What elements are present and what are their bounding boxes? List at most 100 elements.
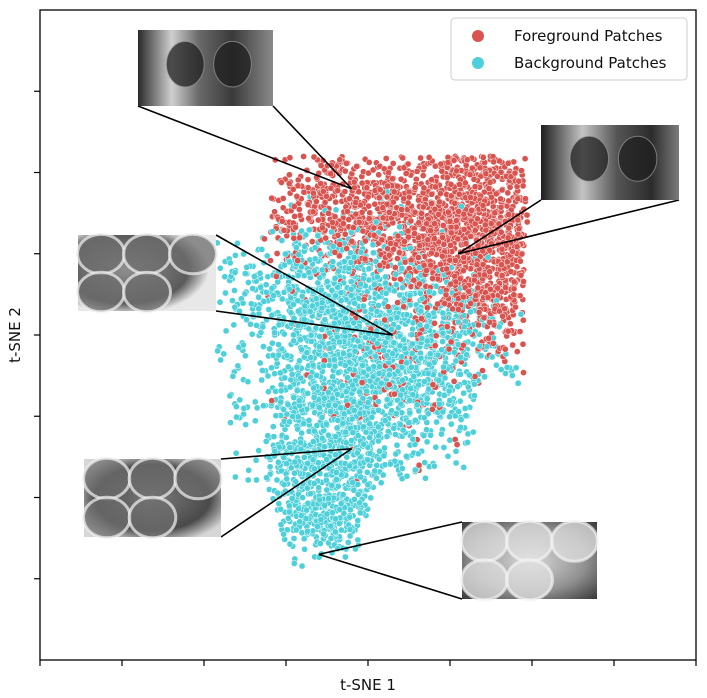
background-point <box>417 354 425 362</box>
background-point <box>304 390 312 397</box>
background-point <box>229 297 236 304</box>
foreground-point <box>510 278 518 286</box>
background-point <box>399 376 406 384</box>
background-point <box>317 250 324 258</box>
foreground-point <box>286 154 294 162</box>
foreground-point <box>484 294 492 301</box>
background-point <box>236 396 244 404</box>
foreground-point <box>285 180 293 187</box>
background-point <box>347 292 355 299</box>
y-axis-label: t-SNE 2 <box>6 307 24 363</box>
background-point <box>440 391 448 399</box>
foreground-point <box>472 249 479 257</box>
foreground-point <box>454 306 462 313</box>
foreground-point <box>497 203 505 211</box>
foreground-point <box>448 229 455 237</box>
background-point <box>400 336 407 344</box>
background-point <box>320 530 327 538</box>
foreground-point <box>520 278 527 285</box>
foreground-point <box>404 160 412 168</box>
background-point <box>277 521 285 528</box>
foreground-point <box>460 267 467 275</box>
background-point <box>452 447 460 455</box>
background-point <box>470 380 478 388</box>
background-point <box>417 289 424 297</box>
background-point <box>231 287 238 294</box>
background-point <box>340 350 347 357</box>
background-point <box>280 481 288 489</box>
background-point <box>343 453 351 461</box>
foreground-point <box>480 314 488 322</box>
background-point <box>233 413 240 421</box>
patch-thumbnail-background-lower-left <box>82 456 223 540</box>
foreground-point <box>428 249 435 257</box>
background-point <box>439 408 447 416</box>
background-point <box>327 522 335 530</box>
background-point <box>382 290 390 297</box>
foreground-point <box>402 170 410 177</box>
foreground-point <box>419 203 427 211</box>
background-point <box>397 391 404 399</box>
foreground-point <box>407 256 415 264</box>
background-point <box>316 333 323 340</box>
foreground-point <box>431 319 438 327</box>
legend-marker-background <box>472 57 484 69</box>
background-point <box>289 412 297 420</box>
foreground-point <box>486 179 494 186</box>
background-point <box>293 244 300 251</box>
foreground-point <box>272 273 280 280</box>
foreground-point <box>429 275 436 282</box>
foreground-point <box>322 234 330 242</box>
background-point <box>349 429 357 436</box>
background-point <box>303 484 311 492</box>
background-point <box>360 302 367 310</box>
foreground-point <box>521 155 529 163</box>
background-point <box>263 252 271 260</box>
foreground-point <box>417 154 424 162</box>
background-point <box>300 535 308 543</box>
foreground-point <box>453 441 461 448</box>
background-point <box>262 438 270 445</box>
background-point <box>281 374 289 382</box>
foreground-point <box>379 204 387 212</box>
foreground-point <box>320 187 327 195</box>
background-point <box>256 359 264 367</box>
background-point <box>217 356 224 364</box>
background-point <box>314 232 322 240</box>
background-point <box>446 413 453 421</box>
foreground-point <box>385 251 393 259</box>
background-point <box>290 331 297 339</box>
background-point <box>216 264 224 272</box>
background-point <box>329 394 336 402</box>
foreground-point <box>517 271 525 279</box>
background-point <box>326 329 333 337</box>
foreground-point <box>455 190 463 198</box>
foreground-point <box>327 184 335 192</box>
background-point <box>326 345 334 352</box>
foreground-point <box>503 258 511 266</box>
background-point <box>415 381 423 389</box>
background-point <box>357 473 365 481</box>
background-point <box>397 421 404 428</box>
background-point <box>463 351 470 359</box>
background-point <box>265 306 273 313</box>
foreground-point <box>365 202 373 210</box>
background-point <box>440 363 447 371</box>
points-layer <box>209 153 531 570</box>
foreground-point <box>435 211 443 218</box>
background-point <box>387 315 394 323</box>
background-point <box>450 348 458 356</box>
foreground-point <box>383 193 391 201</box>
background-point <box>375 406 382 414</box>
background-point <box>372 218 380 226</box>
background-point <box>298 429 305 437</box>
background-point <box>457 424 464 431</box>
background-point <box>304 527 311 535</box>
background-point <box>392 270 400 278</box>
background-point <box>275 458 282 466</box>
background-point <box>382 279 389 287</box>
foreground-point <box>363 184 371 192</box>
background-point <box>260 343 267 350</box>
background-point <box>364 481 372 489</box>
background-point <box>337 289 345 297</box>
